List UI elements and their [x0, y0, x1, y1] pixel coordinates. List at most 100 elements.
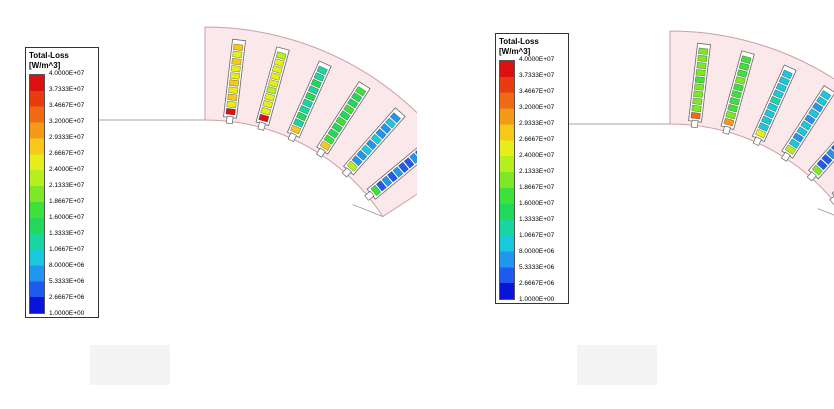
legend-tick-label: 3.2000E+07: [519, 104, 555, 111]
conductor-strand: [738, 62, 750, 71]
conductor-strand: [230, 65, 241, 73]
legend-body: 4.0000E+07 3.7333E+07 3.4667E+07 3.2000E+07…: [499, 56, 565, 303]
legend-tick-label: 1.3333E+07: [519, 216, 555, 223]
legend-tick-label: 1.3333E+07: [49, 230, 85, 237]
conductor-strand: [740, 55, 752, 64]
slot-opening: [225, 115, 234, 125]
conductor-strand: [792, 132, 804, 143]
slot-opening: [364, 190, 375, 201]
color-scale-bar: [29, 74, 45, 314]
conductor-strand: [758, 122, 770, 132]
conductor-strand: [327, 128, 339, 139]
legend-tick-label: 4.0000E+07: [519, 56, 555, 63]
stator-slot: [286, 60, 332, 143]
legend-tick-label: 3.2000E+07: [49, 118, 85, 125]
conductor-strand: [796, 126, 808, 137]
conductor-strand: [370, 133, 382, 145]
legend-tick-label: 1.6000E+07: [49, 214, 85, 221]
conductor-strand: [811, 164, 823, 176]
legend-tick-label: 3.4667E+07: [49, 102, 85, 109]
stator-slot: [829, 142, 834, 205]
slot-opening: [752, 136, 762, 147]
conductor-strand: [313, 72, 325, 82]
conductor-strand: [229, 79, 239, 87]
conductor-strand: [270, 72, 281, 81]
slot-opening: [341, 167, 352, 178]
legend-tick-label: 2.1333E+07: [49, 182, 85, 189]
conductor-strand: [323, 134, 335, 145]
boundary-line: [817, 208, 834, 216]
conductor-strand: [772, 89, 784, 99]
legend-body: 4.0000E+07 3.7333E+07 3.4667E+07 3.2000E+07…: [29, 70, 95, 317]
conductor-strand: [361, 144, 373, 156]
conductor-strand: [808, 108, 820, 119]
conductor-strand: [226, 100, 237, 109]
slot-opening: [829, 194, 834, 205]
conductor-strand: [821, 154, 833, 165]
conductor-strand: [264, 93, 275, 102]
conductor-strand: [225, 108, 236, 116]
legend-tick-label: 2.6667E+07: [519, 136, 555, 143]
stator-slot: [255, 46, 290, 131]
conductor-strand: [727, 104, 738, 113]
motor-cross-section-right: [560, 30, 834, 216]
conductor-strand: [304, 92, 316, 102]
conductor-strand: [375, 128, 387, 140]
conductor-strand: [775, 82, 787, 93]
conductor-strand: [301, 98, 313, 108]
conductor-strand: [228, 86, 239, 94]
conductor-strand: [697, 54, 708, 62]
conductor-strand: [380, 123, 392, 134]
conductor-strand: [784, 144, 796, 155]
stator-slot: [720, 50, 755, 135]
color-scale-bar: [499, 60, 515, 300]
conductor-strand: [755, 128, 767, 139]
legend-tick-label: 2.6667E+07: [49, 150, 85, 157]
conductor-strand: [736, 69, 748, 78]
legend-tick-label: 3.7333E+07: [519, 72, 555, 79]
conductor-strand: [316, 65, 328, 76]
conductor-strand: [691, 104, 702, 113]
conductor-strand: [275, 51, 287, 60]
legend-left: Total-Loss [W/m^3] 4.0000E+07 3.7333E+07 3…: [25, 47, 99, 318]
legend-tick-label: 2.9333E+07: [49, 134, 85, 141]
conductor-strand: [356, 150, 368, 161]
panel-left: Total-Loss [W/m^3] 4.0000E+07 3.7333E+07 3…: [25, 26, 417, 385]
panel-right: Total-Loss [W/m^3] 4.0000E+07 3.7333E+07 3…: [417, 0, 834, 409]
motor-cross-section-left: [95, 26, 417, 218]
conductor-strand: [268, 79, 279, 88]
conductor-strand: [735, 76, 746, 85]
conductor-strand: [385, 117, 397, 129]
conductor-strand: [398, 161, 409, 173]
conductor-strand: [346, 160, 358, 172]
legend-tick-label: 2.4000E+07: [49, 166, 85, 173]
conductor-strand: [403, 157, 415, 169]
conductor-strand: [293, 118, 305, 128]
legend-tick-label: 5.3333E+06: [49, 278, 85, 285]
legend-tick-label: 1.0000E+00: [519, 296, 555, 303]
background-smudge: [90, 345, 170, 385]
legend-tick-label: 1.8667E+07: [49, 198, 85, 205]
stator-slot: [364, 138, 417, 201]
stator-slot: [688, 42, 711, 129]
conductor-strand: [319, 140, 331, 151]
conductor-strand: [392, 166, 404, 178]
conductor-strand: [389, 112, 401, 124]
conductor-strand: [260, 107, 272, 116]
legend-tick-label: 4.0000E+07: [49, 70, 85, 77]
slot-opening: [257, 121, 266, 131]
background-smudge: [577, 345, 657, 385]
conductor-strand: [690, 112, 701, 120]
conductor-strand: [232, 50, 243, 58]
conductor-strand: [694, 83, 704, 91]
legend-tick-label: 1.6000E+07: [519, 200, 555, 207]
conductor-strand: [387, 171, 398, 183]
conductor-strand: [258, 113, 270, 123]
conductor-strand: [816, 159, 828, 171]
stator-slot: [751, 64, 797, 147]
conductor-strand: [804, 114, 816, 125]
conductor-strand: [376, 180, 387, 192]
conductor-strand: [351, 155, 363, 167]
conductor-strand: [694, 76, 705, 84]
slot-opening: [722, 125, 731, 135]
